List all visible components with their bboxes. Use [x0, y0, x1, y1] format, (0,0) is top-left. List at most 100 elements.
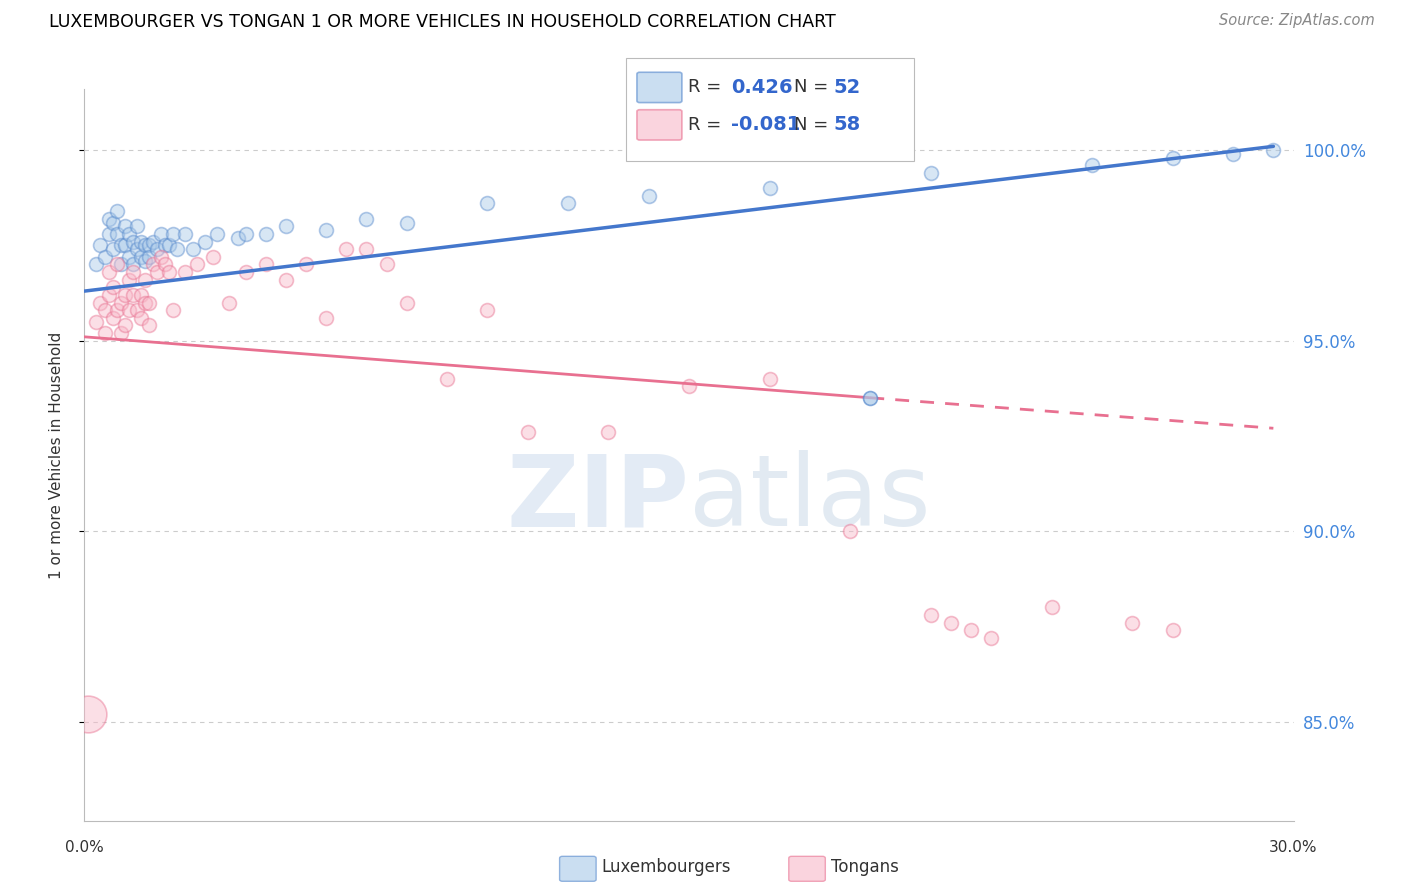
Point	[315, 223, 337, 237]
Point	[121, 265, 143, 279]
Text: R =: R =	[688, 116, 727, 134]
Text: Luxembourgers: Luxembourgers	[602, 858, 731, 876]
Point	[93, 303, 115, 318]
Point	[162, 227, 184, 241]
Point	[110, 295, 132, 310]
Point	[105, 204, 128, 219]
Text: 30.0%: 30.0%	[1270, 839, 1317, 855]
Point	[395, 295, 418, 310]
Point	[162, 303, 184, 318]
Point	[149, 227, 172, 241]
Point	[97, 211, 120, 226]
Point	[86, 257, 108, 271]
Point	[121, 235, 143, 249]
Text: -0.081: -0.081	[731, 115, 800, 135]
Point	[134, 295, 156, 310]
Point	[274, 273, 297, 287]
Point	[1161, 151, 1184, 165]
Text: 0.426: 0.426	[731, 78, 793, 97]
Point	[758, 372, 780, 386]
Point	[114, 219, 136, 234]
Point	[859, 391, 882, 405]
Point	[375, 257, 398, 271]
Text: N =: N =	[794, 78, 834, 96]
Point	[125, 219, 148, 234]
Point	[114, 238, 136, 252]
Point	[839, 524, 862, 538]
Point	[1222, 147, 1244, 161]
Point	[118, 273, 141, 287]
Text: R =: R =	[688, 78, 727, 96]
Point	[557, 196, 579, 211]
Point	[97, 265, 120, 279]
Point	[105, 303, 128, 318]
Point	[89, 238, 111, 252]
Point	[254, 227, 277, 241]
Text: 52: 52	[834, 78, 860, 97]
Point	[477, 303, 499, 318]
Point	[153, 257, 176, 271]
Point	[129, 250, 152, 264]
Point	[86, 315, 108, 329]
Point	[138, 318, 160, 333]
Point	[166, 242, 188, 256]
Point	[134, 238, 156, 252]
Point	[118, 303, 141, 318]
Point	[97, 227, 120, 241]
Point	[93, 326, 115, 340]
Point	[678, 379, 700, 393]
Point	[202, 250, 225, 264]
Point	[93, 250, 115, 264]
Point	[129, 310, 152, 325]
Point	[142, 257, 165, 271]
Point	[89, 295, 111, 310]
Point	[97, 288, 120, 302]
Point	[477, 196, 499, 211]
Point	[356, 242, 378, 256]
Point	[436, 372, 458, 386]
Point	[920, 607, 942, 622]
Point	[121, 257, 143, 271]
Point	[101, 280, 124, 294]
Point	[315, 310, 337, 325]
Text: Tongans: Tongans	[831, 858, 898, 876]
Point	[149, 250, 172, 264]
Point	[1040, 600, 1063, 615]
Point	[335, 242, 357, 256]
Point	[153, 238, 176, 252]
Point	[142, 235, 165, 249]
Text: 0.0%: 0.0%	[65, 839, 104, 855]
Point	[134, 253, 156, 268]
Point	[598, 425, 620, 439]
Point	[226, 231, 249, 245]
Point	[101, 310, 124, 325]
Point	[181, 242, 204, 256]
Point	[138, 238, 160, 252]
Text: N =: N =	[794, 116, 834, 134]
Point	[920, 166, 942, 180]
Point	[125, 242, 148, 256]
Point	[254, 257, 277, 271]
Text: Source: ZipAtlas.com: Source: ZipAtlas.com	[1219, 13, 1375, 29]
Point	[939, 615, 962, 630]
Text: 58: 58	[834, 115, 860, 135]
Point	[157, 265, 180, 279]
Point	[637, 189, 659, 203]
Point	[114, 318, 136, 333]
Text: atlas: atlas	[689, 450, 931, 548]
Point	[516, 425, 538, 439]
Point	[101, 242, 124, 256]
Point	[218, 295, 240, 310]
Point	[174, 227, 197, 241]
Point	[105, 227, 128, 241]
Point	[1121, 615, 1143, 630]
Y-axis label: 1 or more Vehicles in Household: 1 or more Vehicles in Household	[49, 331, 63, 579]
Point	[121, 288, 143, 302]
Point	[138, 250, 160, 264]
Point	[110, 326, 132, 340]
Point	[1081, 158, 1104, 172]
Point	[110, 257, 132, 271]
Point	[125, 303, 148, 318]
Point	[138, 295, 160, 310]
Point	[174, 265, 197, 279]
